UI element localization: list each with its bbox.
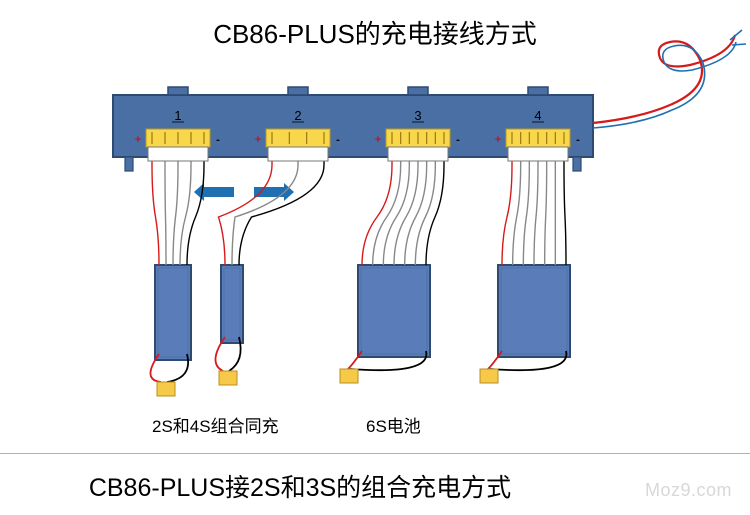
minus-mark: - xyxy=(576,134,580,146)
port-label-2: 2 xyxy=(294,108,301,123)
minus-mark: - xyxy=(336,134,340,146)
balance-wire xyxy=(373,147,401,265)
balance-wire xyxy=(564,147,566,265)
xt-plug xyxy=(219,371,237,385)
plus-mark: + xyxy=(375,134,381,146)
balance-wire xyxy=(187,147,204,265)
battery-4S xyxy=(155,265,191,360)
port-label-3: 3 xyxy=(414,108,421,123)
main-cable-red xyxy=(593,35,735,123)
wiring-diagram: 1 + - 2 + - 3 + - 4 + - xyxy=(0,0,750,515)
board-tab xyxy=(528,87,548,95)
balance-port-2 xyxy=(266,129,330,147)
power-wire-red xyxy=(484,351,502,371)
xt-plug xyxy=(340,369,358,383)
balance-wire xyxy=(513,147,521,265)
balance-wire xyxy=(405,147,427,265)
wire-sleeve xyxy=(268,147,328,161)
port-label-4: 4 xyxy=(534,108,541,123)
wire-sleeve xyxy=(148,147,208,161)
balance-wire xyxy=(239,147,324,265)
board-tab xyxy=(168,87,188,95)
port-label-1: 1 xyxy=(174,108,181,123)
wire-sleeve xyxy=(508,147,568,161)
balance-wire xyxy=(165,147,166,265)
wire-sleeve xyxy=(388,147,448,161)
balance-wire xyxy=(362,147,392,265)
xt-plug xyxy=(480,369,498,383)
power-wire-red xyxy=(344,351,362,371)
board-tab xyxy=(408,87,428,95)
battery-6S xyxy=(358,265,430,357)
balance-wire xyxy=(534,147,538,265)
balance-wire xyxy=(152,147,159,265)
balance-wire xyxy=(180,147,191,265)
board-tab xyxy=(288,87,308,95)
plus-mark: + xyxy=(495,134,501,146)
plus-mark: + xyxy=(255,134,261,146)
minus-mark: - xyxy=(216,134,220,146)
balance-wire xyxy=(173,147,178,265)
battery-6S xyxy=(498,265,570,357)
battery-2S xyxy=(221,265,243,343)
balance-wire xyxy=(545,147,547,265)
swap-arrow xyxy=(194,183,234,201)
balance-wire xyxy=(523,147,529,265)
main-cable-blue xyxy=(593,30,746,128)
xt-plug xyxy=(157,382,175,396)
minus-mark: - xyxy=(456,134,460,146)
plus-mark: + xyxy=(135,134,141,146)
balance-wire xyxy=(502,147,512,265)
